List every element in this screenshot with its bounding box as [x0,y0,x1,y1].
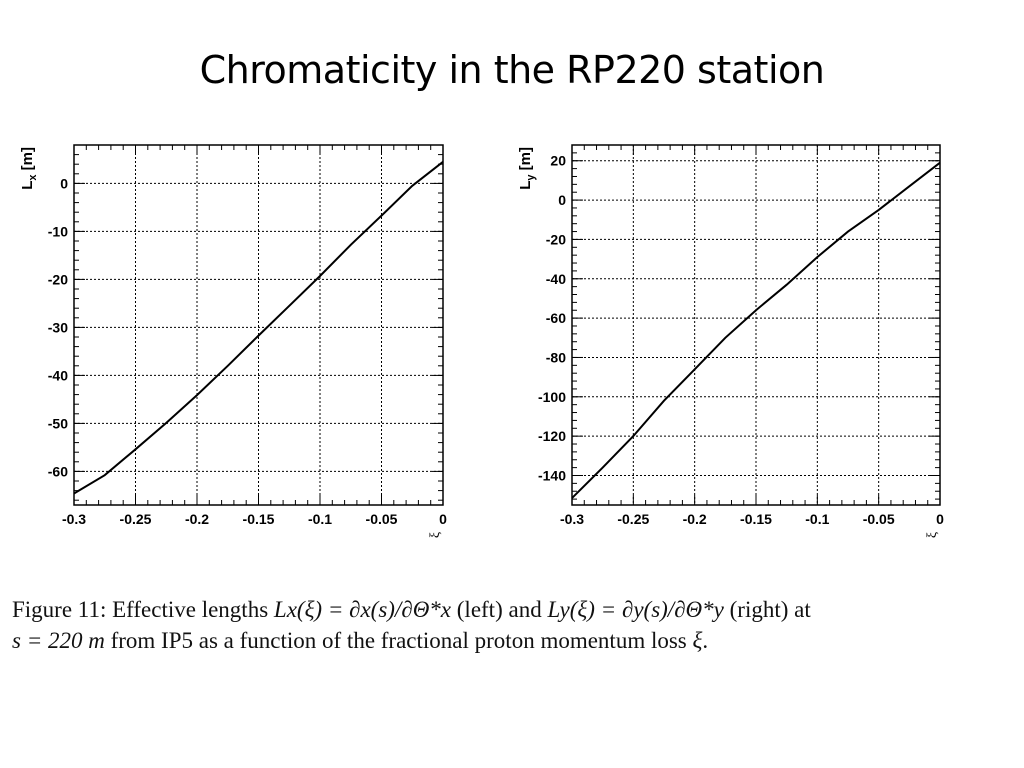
series-line [571,161,941,499]
caption-figure-label: Figure 11: [12,597,107,622]
x-tick-label: -0.2 [683,511,707,527]
x-tick-label: 0 [936,511,944,527]
caption-text-1: Effective lengths [112,597,269,622]
x-tick-label: -0.3 [62,511,86,527]
y-axis-label-sub: y [525,174,537,181]
slide-title: Chromaticity in the RP220 station [199,48,825,92]
y-axis-label: Ly [m] [517,147,537,190]
x-tick-label: -0.05 [366,511,398,527]
y-tick-label: -80 [546,349,566,365]
y-axis-label-unit: [m] [19,147,36,175]
y-tick-label: -20 [546,231,566,247]
x-tick-label: 0 [439,511,447,527]
caption-s-formula: s = 220 m [12,628,105,653]
chart-lx: -0.3 -0.25 -0.2 -0.15 -0.1 -0.05 0 0 -10 -20 -30 -4… [19,144,447,538]
y-tick-label: -30 [48,319,68,335]
x-tick-label: -0.25 [617,511,649,527]
caption-lx-formula: Lx(ξ) = ∂x(s)/∂Θ*x [273,597,452,622]
x-tick-label: -0.3 [560,511,584,527]
x-tick-label: -0.1 [308,511,332,527]
y-axis-label-unit: [m] [517,147,534,175]
y-axis-label-main: L [517,181,534,190]
x-tick-label: -0.15 [740,511,772,527]
x-axis-label: ξ [925,532,940,538]
y-axis-label-main: L [19,181,36,190]
y-tick-label: 0 [60,175,68,191]
y-tick-label: 20 [550,153,566,169]
y-tick-label: -10 [48,223,68,239]
caption-ly-formula: Ly(ξ) = ∂y(s)/∂Θ*y [547,597,724,622]
y-tick-label: -20 [48,271,68,287]
caption-text-2: from IP5 as a function of the fractional… [110,628,687,653]
figure-caption: Figure 11: Effective lengths Lx(ξ) = ∂x(… [12,594,1012,656]
caption-end: . [702,628,709,653]
x-axis-label: ξ [428,532,443,538]
caption-left: (left) and [456,597,542,622]
x-tick-label: -0.25 [120,511,152,527]
y-axis-label: Lx [m] [19,147,39,190]
y-tick-label: 0 [558,192,566,208]
y-tick-label: -140 [538,467,566,483]
y-axis-label-sub: x [27,174,39,181]
y-tick-label: -60 [546,310,566,326]
x-tick-label: -0.2 [185,511,209,527]
series-line [73,161,444,495]
y-tick-label: -40 [546,271,566,287]
chart-ly: -0.3 -0.25 -0.2 -0.15 -0.1 -0.05 0 20 0 -20 -40 -60… [517,144,944,538]
y-tick-label: -60 [48,463,68,479]
x-tick-label: -0.05 [863,511,895,527]
y-tick-label: -120 [538,428,566,444]
y-tick-label: -40 [48,367,68,383]
y-tick-label: -50 [48,415,68,431]
caption-xi: ξ [692,628,703,653]
y-tick-label: -100 [538,389,566,405]
x-tick-label: -0.1 [805,511,829,527]
caption-right: (right) at [729,597,811,622]
x-tick-label: -0.15 [243,511,275,527]
